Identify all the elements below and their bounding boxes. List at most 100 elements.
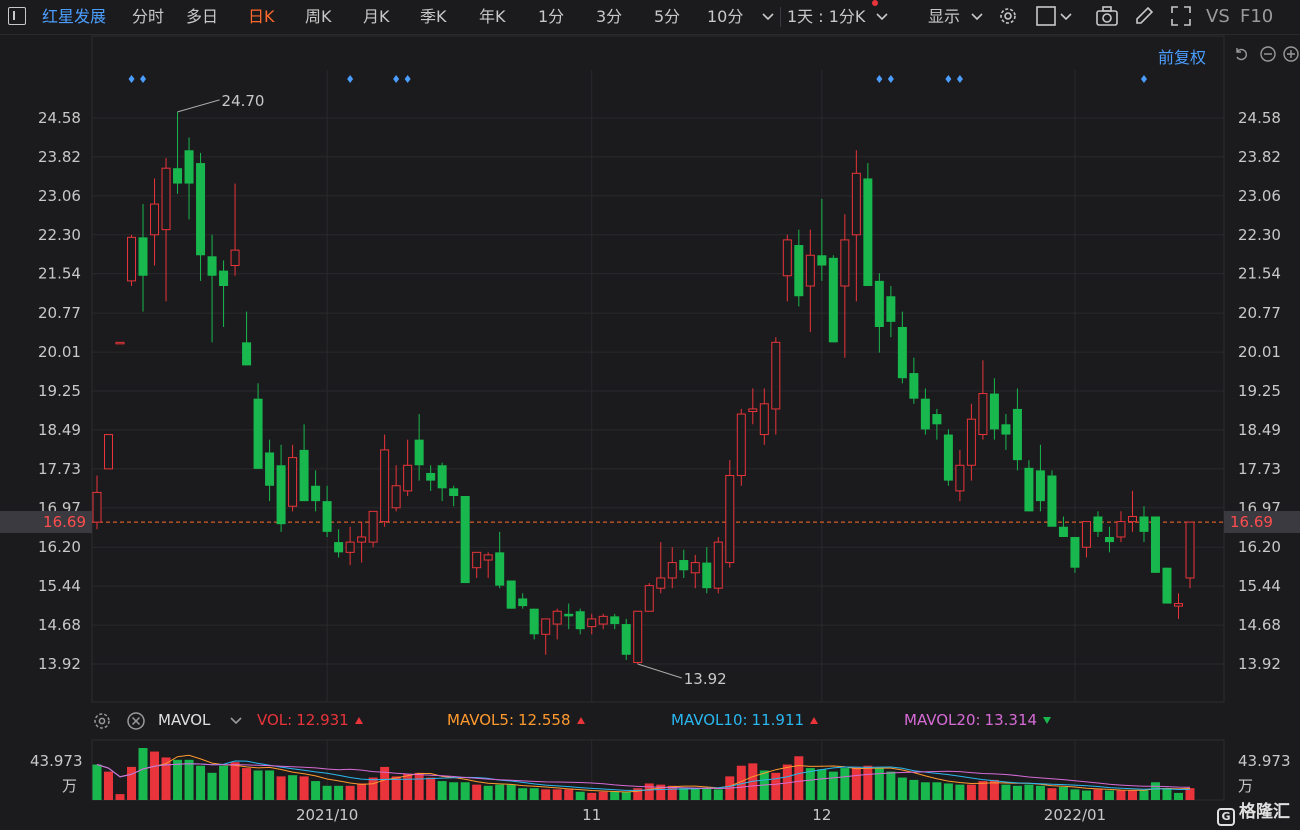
vol-value: 12.931 xyxy=(296,711,349,729)
camera-icon[interactable] xyxy=(1095,5,1119,27)
price-tick-right: 23.06 xyxy=(1238,187,1281,205)
zoom-in-icon[interactable] xyxy=(1283,46,1299,62)
fuquan-toggle[interactable]: 前复权 xyxy=(1158,48,1207,67)
mavol-lines xyxy=(96,754,1191,793)
indicator-name[interactable]: MAVOL xyxy=(158,711,211,729)
mavol10-readout: MAVOL10: 11.911 xyxy=(671,711,819,729)
event-marker-icon xyxy=(956,75,963,83)
candle-body xyxy=(1035,470,1045,502)
volume-bar xyxy=(322,785,332,800)
mavol10-line xyxy=(96,760,1191,791)
vs-button[interactable]: VS xyxy=(1206,6,1230,27)
candle-body xyxy=(426,472,436,481)
candle-body xyxy=(449,488,459,496)
chart-axes: 24.58 24.58 23.82 23.82 23.06 23.06 22.30 22.30… xyxy=(30,75,1291,824)
close-icon[interactable] xyxy=(126,711,146,731)
volume-bar xyxy=(345,785,355,800)
tab-month-k[interactable]: 月K xyxy=(363,7,390,26)
volume-bar xyxy=(1127,790,1137,800)
candle-body xyxy=(207,256,217,276)
display-chevron-icon[interactable] xyxy=(970,10,984,32)
candle-body xyxy=(127,236,137,282)
gear-icon[interactable] xyxy=(997,5,1019,27)
period-select[interactable]: 1天 : 1分K xyxy=(787,7,866,26)
volume-bar xyxy=(437,781,447,800)
candle-body xyxy=(92,491,102,523)
mavol10-value: 11.911 xyxy=(751,711,805,729)
chevron-down-icon[interactable] xyxy=(761,10,775,32)
candle-body xyxy=(403,464,413,492)
volume-bar xyxy=(932,782,942,800)
volume-bar xyxy=(150,751,160,800)
candle-body xyxy=(138,237,148,276)
tab-5min[interactable]: 5分 xyxy=(654,7,681,26)
candle-body xyxy=(552,610,562,625)
tab-year-k[interactable]: 年K xyxy=(479,7,506,26)
tab-day-k[interactable]: 日K xyxy=(248,7,275,26)
candle-body xyxy=(230,249,240,267)
price-tick-left: 20.01 xyxy=(38,343,81,361)
volume-bar xyxy=(288,775,298,800)
volume-bar xyxy=(184,759,194,800)
candle-body xyxy=(897,326,907,379)
stock-name[interactable]: 红星发展 xyxy=(42,7,107,26)
volume-bar xyxy=(196,765,206,800)
tab-week-k[interactable]: 周K xyxy=(305,7,332,26)
volume-bar xyxy=(1116,790,1126,800)
volume-bar xyxy=(173,759,183,800)
price-tick-right: 19.25 xyxy=(1238,382,1281,400)
volume-bar xyxy=(1001,784,1011,800)
tab-1min[interactable]: 1分 xyxy=(538,7,565,26)
candle-body xyxy=(311,485,321,502)
volume-bar xyxy=(575,791,585,800)
volume-bar xyxy=(460,782,470,800)
candle-body xyxy=(380,449,390,523)
event-marker-icon xyxy=(128,75,135,83)
reset-icon[interactable] xyxy=(1234,46,1250,62)
zoom-out-icon[interactable] xyxy=(1260,46,1276,62)
volume-bar xyxy=(656,784,666,800)
mavol5-label: MAVOL5: xyxy=(447,711,515,729)
candle-body xyxy=(242,342,252,366)
volume-bar xyxy=(1012,785,1022,800)
indicator-gear-icon[interactable] xyxy=(92,711,112,731)
volume-bar xyxy=(552,789,562,800)
tab-3min[interactable]: 3分 xyxy=(596,7,623,26)
period-chevron-icon[interactable] xyxy=(875,10,889,32)
volume-bar xyxy=(840,768,850,800)
volume-bar xyxy=(874,768,884,800)
event-marker-icon xyxy=(393,75,400,83)
display-menu[interactable]: 显示 xyxy=(928,7,961,26)
candle-body xyxy=(771,341,781,410)
square-icon[interactable] xyxy=(1035,5,1057,27)
candle-body xyxy=(1127,515,1137,523)
date-label: 2021/10 xyxy=(296,806,358,824)
pencil-icon[interactable] xyxy=(1133,5,1155,27)
tab-10min[interactable]: 10分 xyxy=(707,7,744,26)
menu-icon[interactable] xyxy=(8,7,26,25)
volume-bar xyxy=(713,789,723,800)
vol-label: VOL: xyxy=(257,711,293,729)
tab-season-k[interactable]: 季K xyxy=(420,7,447,26)
candle-body xyxy=(506,580,516,609)
candle-body xyxy=(276,465,286,525)
volume-bar xyxy=(1070,789,1080,800)
candle-body xyxy=(368,510,378,543)
f10-button[interactable]: F10 xyxy=(1240,6,1274,27)
price-tick-right: 24.58 xyxy=(1238,109,1281,127)
indicator-chevron-icon[interactable] xyxy=(229,714,243,728)
price-tick-left: 22.30 xyxy=(38,226,81,244)
volume-bar xyxy=(104,771,114,800)
tab-fenshi[interactable]: 分时 xyxy=(132,7,165,26)
square-chevron-icon[interactable] xyxy=(1059,10,1073,32)
candle-body xyxy=(1024,467,1034,512)
candle-body xyxy=(966,418,976,466)
event-marker-icon xyxy=(140,75,147,83)
volume-bar xyxy=(1173,792,1183,800)
volume-bar xyxy=(621,791,631,800)
candle-body xyxy=(575,611,585,630)
mavol5-value: 12.558 xyxy=(518,711,571,729)
expand-icon[interactable] xyxy=(1170,5,1192,27)
tab-duori[interactable]: 多日 xyxy=(186,7,219,26)
